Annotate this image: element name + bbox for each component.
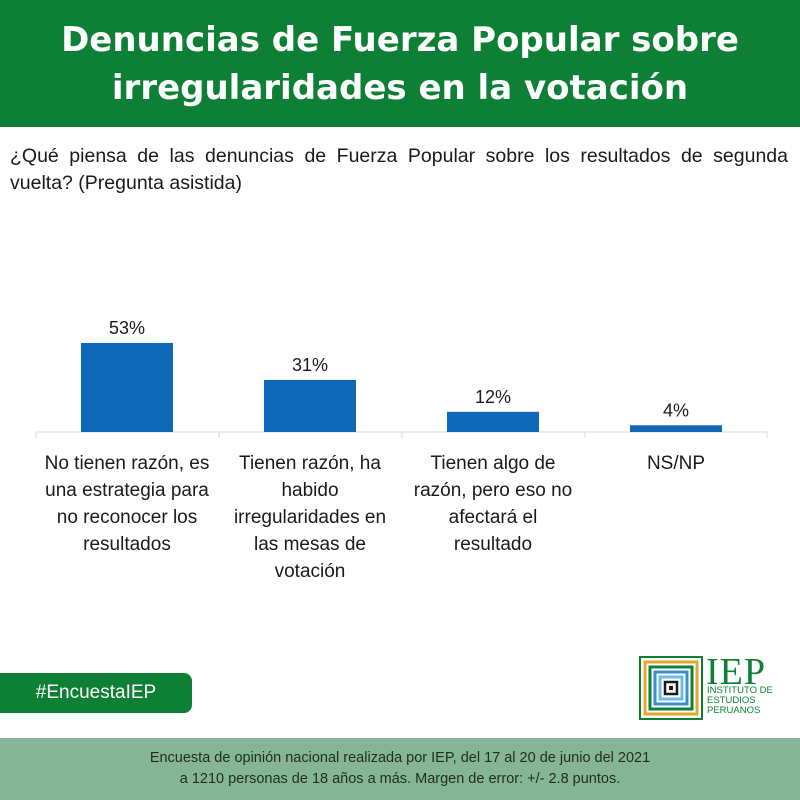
hashtag-text: #EncuestaIEP bbox=[35, 682, 157, 703]
logo-institution-name: INSTITUTO DE ESTUDIOS PERUANOS bbox=[707, 685, 773, 716]
footer-line-2: a 1210 personas de 18 años a más. Margen… bbox=[179, 771, 621, 787]
page-title: Denuncias de Fuerza Popular sobre irregu… bbox=[61, 19, 739, 108]
category-label-2: Tienen razón, ha habido irregularidades … bbox=[233, 453, 387, 582]
category-label-1: No tienen razón, es una estrategia para … bbox=[44, 453, 210, 555]
category-label-4: NS/NP bbox=[646, 453, 706, 474]
footer-line-1: Encuesta de opinión nacional realizada p… bbox=[149, 750, 651, 766]
data-label-3: 12% bbox=[475, 387, 511, 407]
data-label-4: 4% bbox=[663, 400, 689, 420]
header-banner: Denuncias de Fuerza Popular sobre irregu… bbox=[0, 0, 800, 127]
footer-note: Encuesta de opinión nacional realizada p… bbox=[0, 738, 800, 800]
category-label-3: Tienen algo de razón, pero eso no afecta… bbox=[413, 453, 573, 555]
bar-1 bbox=[81, 342, 173, 432]
hashtag-badge: #EncuestaIEP bbox=[0, 673, 192, 713]
survey-question: ¿Qué piensa de las denuncias de Fuerza P… bbox=[10, 145, 788, 194]
bar-2 bbox=[264, 379, 356, 432]
data-label-2: 31% bbox=[292, 355, 328, 375]
bar-4 bbox=[630, 425, 722, 432]
bar-chart: 53% 31% 12% 4% bbox=[35, 318, 768, 438]
logo-abbreviation: IEP bbox=[706, 651, 766, 693]
logo-emblem-icon bbox=[639, 656, 703, 720]
bar-3 bbox=[447, 411, 539, 432]
iep-logo: IEP INSTITUTO DE ESTUDIOS PERUANOS bbox=[639, 651, 779, 720]
data-label-1: 53% bbox=[109, 318, 145, 338]
